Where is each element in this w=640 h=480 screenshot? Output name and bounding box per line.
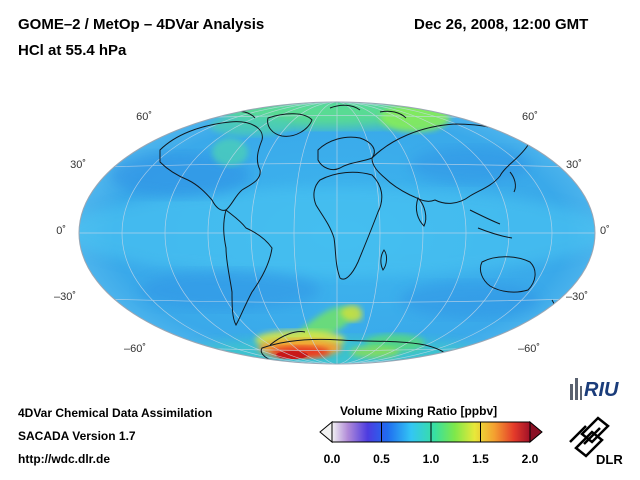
colorbar-tick-label: 1.0	[422, 452, 440, 466]
lat-label-left: 30˚	[70, 159, 86, 171]
title-line-1: GOME–2 / MetOp – 4DVar Analysis	[18, 16, 265, 33]
lat-label-right: –60˚	[518, 343, 541, 355]
lat-label-left: 60˚	[136, 111, 152, 123]
colorbar-tick-label: 0.5	[373, 452, 390, 466]
footer-line-2: SACADA Version 1.7	[18, 429, 136, 443]
lat-label-left: 0˚	[56, 225, 66, 237]
lat-label-right: 60˚	[522, 111, 538, 123]
lat-label-left: –30˚	[53, 291, 76, 303]
footer-url[interactable]: http://wdc.dlr.de	[18, 452, 110, 466]
riu-logo: RIU	[570, 378, 619, 401]
lat-label-left: –60˚	[123, 343, 146, 355]
lat-label-right: –30˚	[566, 291, 589, 303]
dlr-logo: DLR	[569, 416, 623, 466]
dlr-logo-text: DLR	[596, 452, 623, 466]
map-field	[79, 102, 595, 364]
colorbar	[319, 420, 543, 444]
title-line-2: HCl at 55.4 hPa	[18, 42, 127, 59]
riu-logo-text: RIU	[584, 379, 619, 401]
colorbar-max-arrow	[529, 420, 543, 444]
globe-outline	[78, 101, 596, 365]
lat-label-right: 30˚	[566, 159, 582, 171]
footer-line-1: 4DVar Chemical Data Assimilation	[18, 406, 213, 420]
colorbar-min-arrow	[319, 420, 333, 444]
colorbar-tick-label: 0.0	[323, 452, 341, 466]
colorbar-label: Volume Mixing Ratio [ppbv]	[340, 404, 498, 418]
lat-label-right: 0˚	[600, 225, 610, 237]
colorbar-tick-label: 2.0	[521, 452, 539, 466]
datetime: Dec 26, 2008, 12:00 GMT	[414, 16, 589, 33]
colorbar-tick-label: 1.5	[472, 452, 489, 466]
